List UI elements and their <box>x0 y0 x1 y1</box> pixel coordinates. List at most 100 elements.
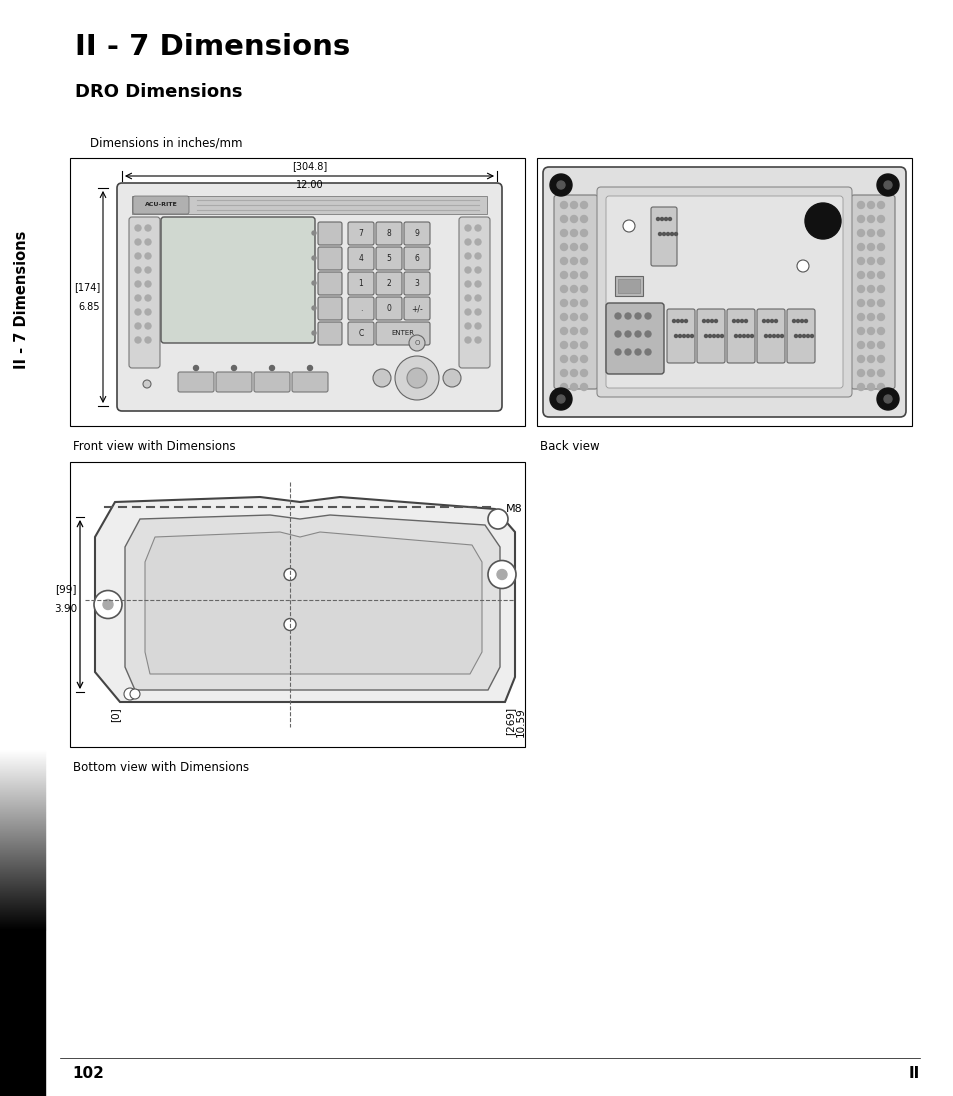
Circle shape <box>792 320 795 322</box>
Circle shape <box>772 334 775 338</box>
Circle shape <box>135 225 141 231</box>
Circle shape <box>883 395 891 403</box>
Circle shape <box>570 384 577 390</box>
Circle shape <box>570 342 577 349</box>
Circle shape <box>635 331 640 336</box>
FancyBboxPatch shape <box>178 372 213 392</box>
Circle shape <box>734 334 737 338</box>
Circle shape <box>710 320 713 322</box>
Circle shape <box>741 334 744 338</box>
Circle shape <box>857 243 863 251</box>
FancyBboxPatch shape <box>554 195 598 389</box>
Circle shape <box>124 688 136 700</box>
Circle shape <box>464 323 471 329</box>
Circle shape <box>560 342 567 349</box>
FancyBboxPatch shape <box>757 309 784 363</box>
FancyBboxPatch shape <box>215 372 252 392</box>
Circle shape <box>464 253 471 259</box>
Circle shape <box>765 320 769 322</box>
Text: 12.00: 12.00 <box>295 180 323 190</box>
FancyBboxPatch shape <box>375 247 401 270</box>
Text: 102: 102 <box>71 1065 104 1081</box>
Circle shape <box>761 320 764 322</box>
Circle shape <box>857 355 863 363</box>
Circle shape <box>768 334 771 338</box>
FancyBboxPatch shape <box>605 302 663 374</box>
Circle shape <box>560 328 567 334</box>
FancyBboxPatch shape <box>458 217 490 368</box>
Circle shape <box>232 365 236 370</box>
Circle shape <box>656 217 659 220</box>
Circle shape <box>712 334 715 338</box>
Circle shape <box>877 272 883 278</box>
Circle shape <box>145 295 151 301</box>
Circle shape <box>135 323 141 329</box>
Bar <box>132 196 486 214</box>
Circle shape <box>877 342 883 349</box>
Circle shape <box>803 320 806 322</box>
Text: [304.8]: [304.8] <box>292 161 327 171</box>
Circle shape <box>876 388 898 410</box>
Circle shape <box>877 243 883 251</box>
Circle shape <box>94 591 122 618</box>
Circle shape <box>269 365 274 370</box>
Circle shape <box>373 369 391 387</box>
Text: II - 7 Dimensions: II - 7 Dimensions <box>14 231 30 369</box>
Text: 10.59: 10.59 <box>516 707 525 737</box>
Circle shape <box>615 313 620 319</box>
Circle shape <box>686 334 689 338</box>
Circle shape <box>780 334 782 338</box>
FancyBboxPatch shape <box>317 322 341 345</box>
Circle shape <box>579 272 587 278</box>
Circle shape <box>464 225 471 231</box>
FancyBboxPatch shape <box>650 207 677 266</box>
FancyBboxPatch shape <box>542 167 905 416</box>
FancyBboxPatch shape <box>403 222 430 246</box>
Circle shape <box>570 243 577 251</box>
Circle shape <box>615 349 620 355</box>
Text: 8: 8 <box>386 229 391 238</box>
Circle shape <box>857 384 863 390</box>
Text: 1: 1 <box>358 279 363 288</box>
Circle shape <box>703 334 707 338</box>
Circle shape <box>794 334 797 338</box>
Circle shape <box>877 258 883 264</box>
Circle shape <box>857 313 863 320</box>
Circle shape <box>740 320 742 322</box>
Bar <box>618 279 639 293</box>
Circle shape <box>312 231 315 235</box>
Text: [174]: [174] <box>73 282 100 292</box>
Text: 3: 3 <box>415 279 419 288</box>
Circle shape <box>857 369 863 377</box>
FancyBboxPatch shape <box>348 322 374 345</box>
Text: .: . <box>359 304 362 313</box>
FancyBboxPatch shape <box>317 222 341 246</box>
Circle shape <box>805 334 809 338</box>
Circle shape <box>464 309 471 315</box>
FancyBboxPatch shape <box>697 309 724 363</box>
FancyBboxPatch shape <box>666 309 695 363</box>
Circle shape <box>579 355 587 363</box>
Circle shape <box>579 384 587 390</box>
Circle shape <box>579 229 587 237</box>
Circle shape <box>877 299 883 307</box>
Circle shape <box>720 334 722 338</box>
FancyBboxPatch shape <box>132 196 189 214</box>
Text: II: II <box>908 1065 919 1081</box>
Circle shape <box>145 336 151 343</box>
Circle shape <box>464 281 471 287</box>
Circle shape <box>550 174 572 196</box>
Circle shape <box>877 369 883 377</box>
Circle shape <box>560 313 567 320</box>
Circle shape <box>796 260 808 272</box>
Circle shape <box>475 281 480 287</box>
Circle shape <box>312 281 315 285</box>
Circle shape <box>103 600 112 609</box>
Circle shape <box>579 258 587 264</box>
Circle shape <box>579 202 587 208</box>
Circle shape <box>570 369 577 377</box>
Circle shape <box>877 328 883 334</box>
Text: Back view: Back view <box>539 439 599 453</box>
Circle shape <box>624 349 630 355</box>
Circle shape <box>666 232 669 236</box>
